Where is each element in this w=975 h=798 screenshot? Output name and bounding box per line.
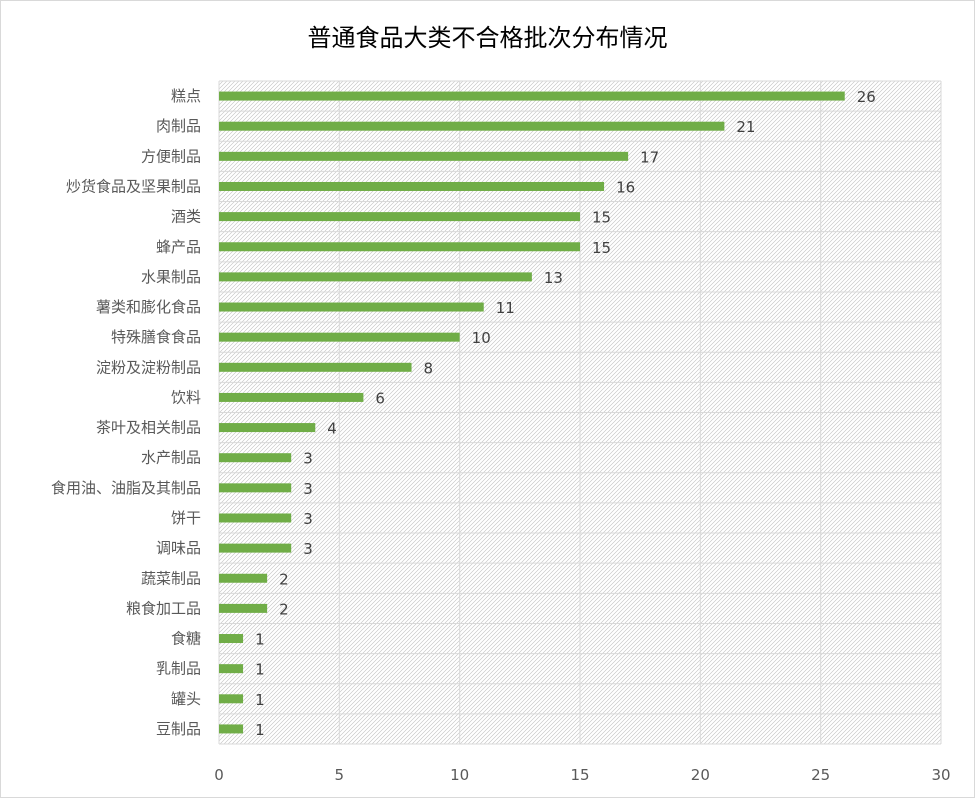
value-label: 17 bbox=[640, 148, 659, 166]
bar bbox=[219, 634, 244, 644]
category-label: 罐头 bbox=[171, 690, 201, 708]
category-labels: 糕点肉制品方便制品炒货食品及坚果制品酒类蜂产品水果制品薯类和膨化食品特殊膳食食品… bbox=[51, 87, 201, 738]
value-label: 3 bbox=[303, 510, 313, 528]
x-tick-label: 5 bbox=[335, 766, 345, 784]
category-label: 肉制品 bbox=[156, 117, 201, 135]
value-label: 2 bbox=[279, 600, 289, 618]
chart-title: 普通食品大类不合格批次分布情况 bbox=[307, 24, 668, 52]
value-label: 3 bbox=[303, 480, 313, 498]
bar bbox=[219, 181, 605, 191]
bar bbox=[219, 603, 268, 613]
x-tick-label: 0 bbox=[214, 766, 224, 784]
value-label: 21 bbox=[736, 118, 755, 136]
category-label: 蔬菜制品 bbox=[141, 569, 201, 587]
value-label: 11 bbox=[496, 299, 515, 317]
bar bbox=[219, 272, 532, 282]
bar bbox=[219, 362, 412, 372]
bar bbox=[219, 664, 244, 674]
bar bbox=[219, 121, 725, 131]
category-label: 方便制品 bbox=[141, 147, 201, 165]
value-label: 15 bbox=[592, 239, 611, 257]
category-label: 豆制品 bbox=[156, 720, 201, 738]
value-label: 1 bbox=[255, 721, 265, 739]
value-label: 1 bbox=[255, 631, 265, 649]
category-label: 水产制品 bbox=[141, 449, 201, 467]
category-label: 饼干 bbox=[171, 509, 201, 527]
category-label: 调味品 bbox=[156, 539, 201, 557]
category-label: 炒货食品及坚果制品 bbox=[66, 177, 201, 195]
bar bbox=[219, 423, 316, 433]
value-label: 3 bbox=[303, 540, 313, 558]
category-label: 粮食加工品 bbox=[126, 599, 201, 617]
x-axis-ticks: 0 5 10 15 20 25 30 bbox=[214, 766, 950, 784]
category-label: 水果制品 bbox=[141, 268, 201, 286]
x-tick-label: 25 bbox=[811, 766, 830, 784]
x-tick-label: 30 bbox=[931, 766, 950, 784]
value-label: 13 bbox=[544, 269, 563, 287]
category-label: 蜂产品 bbox=[156, 238, 201, 256]
bar bbox=[219, 453, 292, 463]
value-label: 1 bbox=[255, 691, 265, 709]
value-label: 4 bbox=[327, 420, 337, 438]
x-tick-label: 10 bbox=[450, 766, 469, 784]
bar bbox=[219, 694, 244, 704]
value-label: 3 bbox=[303, 450, 313, 468]
value-label: 1 bbox=[255, 661, 265, 679]
value-label: 10 bbox=[472, 329, 491, 347]
x-tick-label: 20 bbox=[691, 766, 710, 784]
bar bbox=[219, 212, 580, 222]
value-label: 15 bbox=[592, 209, 611, 227]
bar bbox=[219, 724, 244, 734]
category-label: 糕点 bbox=[171, 87, 201, 105]
category-label: 乳制品 bbox=[156, 660, 201, 678]
gridlines bbox=[218, 80, 942, 745]
value-label: 8 bbox=[424, 359, 434, 377]
bar bbox=[219, 242, 580, 252]
bar bbox=[219, 302, 484, 312]
category-label: 食糖 bbox=[171, 630, 201, 648]
value-label: 2 bbox=[279, 570, 289, 588]
category-label: 薯类和膨化食品 bbox=[96, 298, 201, 316]
bar bbox=[219, 392, 364, 402]
x-tick-label: 15 bbox=[570, 766, 589, 784]
category-label: 酒类 bbox=[171, 208, 201, 226]
bar bbox=[219, 483, 292, 493]
value-label: 6 bbox=[375, 389, 385, 407]
category-label: 特殊膳食食品 bbox=[111, 328, 201, 346]
bar bbox=[219, 332, 460, 342]
bar bbox=[219, 91, 845, 101]
bar bbox=[219, 543, 292, 553]
category-label: 茶叶及相关制品 bbox=[96, 419, 201, 437]
value-label: 16 bbox=[616, 178, 635, 196]
category-label: 饮料 bbox=[171, 388, 201, 406]
bars bbox=[219, 91, 845, 734]
category-label: 食用油、油脂及其制品 bbox=[51, 479, 201, 497]
bar bbox=[219, 573, 268, 583]
bar bbox=[219, 151, 629, 161]
bar bbox=[219, 513, 292, 523]
value-label: 26 bbox=[857, 88, 876, 106]
category-label: 淀粉及淀粉制品 bbox=[96, 358, 201, 376]
